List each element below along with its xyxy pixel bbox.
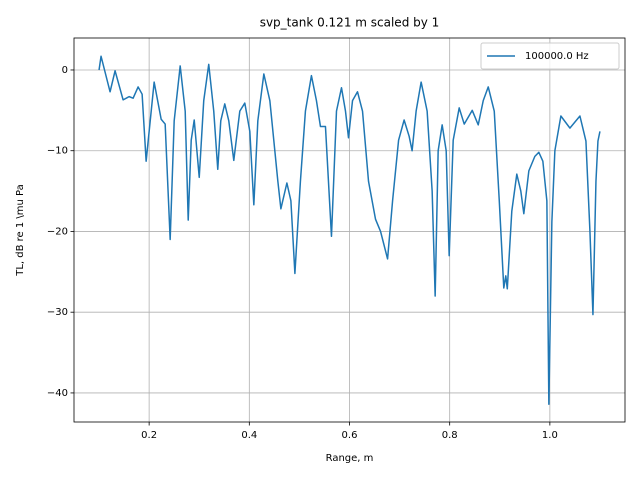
plot-frame: [73, 37, 626, 423]
y-tick-label: −10: [47, 146, 68, 157]
chart-title: svp_tank 0.121 m scaled by 1: [260, 16, 440, 30]
x-tick-label: 0.4: [241, 430, 257, 441]
legend-box: [480, 42, 620, 70]
y-tick-label: −30: [47, 307, 68, 318]
x-tick-label: 1.0: [542, 430, 558, 441]
legend-label: 100000.0 Hz: [525, 51, 589, 62]
x-tick-label: 0.2: [141, 430, 157, 441]
line-series: [98, 55, 601, 405]
x-tick-label: 0.6: [342, 430, 358, 441]
y-axis-label: TL, dB re 1 \mu Pa: [15, 184, 26, 277]
y-tick-label: −20: [47, 226, 68, 237]
y-tick-label: −40: [47, 388, 68, 399]
x-tick-label: 0.8: [442, 430, 458, 441]
y-tick-label: 0: [62, 65, 68, 76]
x-axis-label: Range, m: [326, 453, 374, 464]
